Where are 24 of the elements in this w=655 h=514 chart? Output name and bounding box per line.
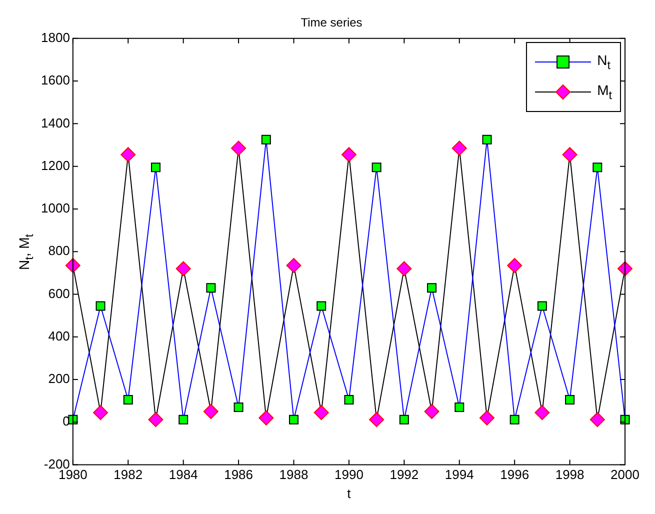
y-tick-label: 1600 — [41, 72, 70, 88]
x-tick-label: 2000 — [610, 467, 640, 482]
y-tick-label: 1000 — [41, 200, 70, 216]
x-tick-label: 1998 — [555, 467, 584, 482]
legend-label: N$_{t}$ — [597, 52, 610, 72]
x-tick-label: 1982 — [114, 467, 143, 482]
x-tick-label: 1992 — [390, 467, 419, 482]
y-tick-label: 400 — [48, 328, 70, 344]
y-tick-label: -200 — [44, 456, 70, 472]
legend-label: M$_{t}$ — [597, 82, 612, 102]
y-tick-label: 1200 — [41, 158, 70, 173]
chart-title: Time series — [300, 16, 362, 30]
y-tick-label: 800 — [48, 243, 70, 258]
x-tick-label: 1990 — [334, 467, 364, 482]
x-tick-label: 1994 — [444, 467, 474, 482]
y-tick-label: 1400 — [41, 115, 70, 130]
x-axis-title: t — [347, 486, 352, 501]
x-tick-label: 1984 — [168, 467, 198, 482]
x-tick-label: 1986 — [224, 467, 254, 482]
x-tick-label: 1996 — [500, 467, 530, 482]
y-tick-label: 600 — [48, 286, 70, 301]
y-tick-label: 1800 — [41, 30, 70, 45]
x-tick-label: 1988 — [279, 467, 308, 482]
y-tick-label: 200 — [48, 371, 70, 386]
